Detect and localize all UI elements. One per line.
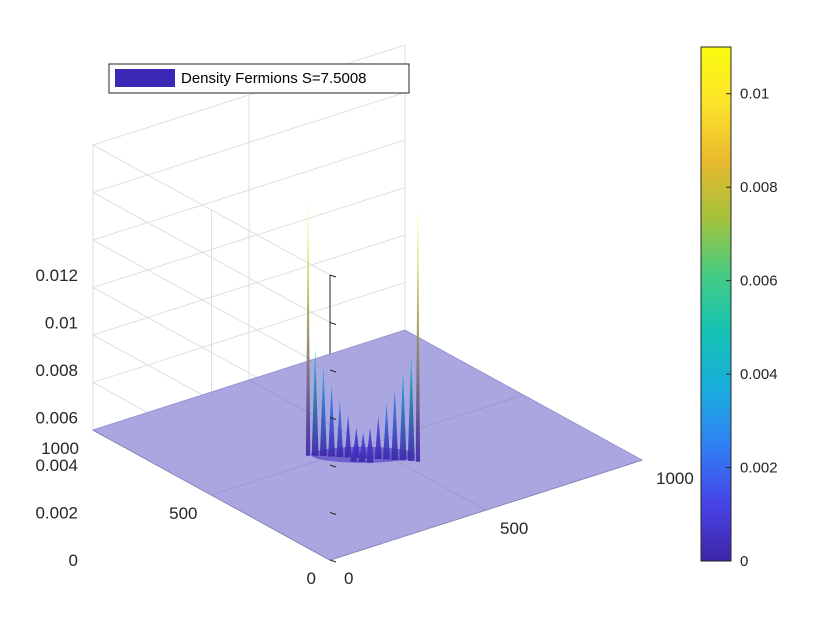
legend: Density Fermions S=7.5008: [108, 63, 410, 94]
surface-peak: [328, 385, 336, 457]
legend-entry-label: Density Fermions S=7.5008: [181, 70, 367, 87]
surface-peak: [383, 402, 391, 460]
z-tick-mark: [329, 464, 337, 468]
surface-peak: [374, 416, 382, 460]
z-tick-mark: [329, 369, 337, 373]
colorbar-tick-label: 0.01: [740, 86, 769, 103]
legend-swatch: [115, 69, 175, 87]
surface-peak: [344, 414, 352, 458]
x-tick-label: 500: [500, 519, 528, 538]
z-tick-label: 0.008: [35, 361, 78, 380]
colorbar-tick-label: 0.008: [740, 179, 778, 196]
surface-peak: [366, 427, 374, 459]
surface-peak: [336, 399, 344, 457]
z-tick-mark: [329, 322, 337, 325]
colorbar-tick-label: 0.002: [740, 460, 778, 477]
colorbar-bar: [700, 46, 732, 562]
z-tick-mark: [329, 512, 337, 515]
y-tick-label: 0: [307, 569, 316, 588]
colorbar-ticks: 0 0.002 0.004 0.006 0.008 0.01: [726, 86, 778, 570]
tick-labels: 0 0.002 0.004 0.006 0.008 0.01 0.012 0 500 1000 0 5…: [35, 266, 693, 588]
surface-peak: [399, 370, 407, 461]
x-tick-label: 1000: [656, 469, 694, 488]
z-tick-label: 0.004: [35, 456, 78, 475]
z-tick-mark: [329, 559, 337, 563]
surface-peak: [350, 445, 358, 462]
surface-peak: [366, 446, 374, 463]
surface-peak: [305, 199, 311, 456]
surface-peak: [319, 365, 327, 457]
z-tick-mark: [329, 417, 337, 420]
surface-peak: [407, 353, 415, 461]
colorbar-tick-label: 0: [740, 553, 748, 570]
y-tick-label: 500: [169, 504, 197, 523]
z-tick-mark: [329, 274, 337, 278]
z-tick-label: 0.006: [35, 409, 78, 428]
y-tick-label: 1000: [41, 439, 79, 458]
z-tick-label: 0.002: [35, 504, 78, 523]
z-tick-label: 0.012: [35, 266, 78, 285]
surface-peak: [391, 388, 399, 460]
surface-floor: [91, 329, 644, 561]
surface-peak: [358, 443, 366, 463]
floor-mesh-line: [211, 394, 524, 496]
x-tick-label: 0: [344, 569, 353, 588]
surface-peak: [311, 348, 319, 456]
colorbar-tick-label: 0.004: [740, 366, 778, 383]
surface-peak: [415, 205, 421, 462]
surface-peaks: [305, 199, 421, 463]
z-tick-label: 0.01: [45, 314, 78, 333]
z-tick-label: 0: [69, 551, 78, 570]
colorbar: [700, 46, 732, 562]
colorbar-tick-label: 0.006: [740, 273, 778, 290]
